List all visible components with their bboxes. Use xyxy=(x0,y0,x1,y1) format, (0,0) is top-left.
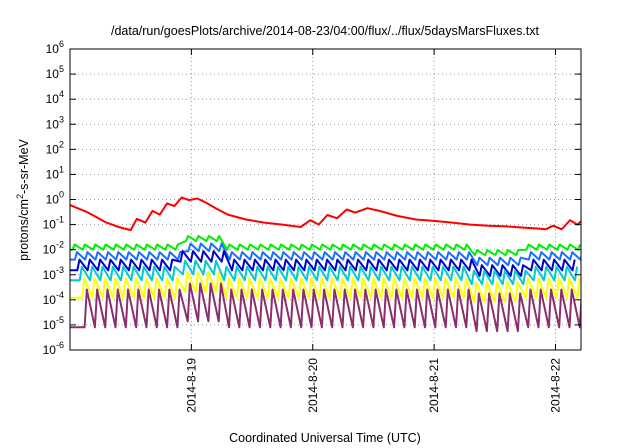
x-tick-label: 2014-8-19 xyxy=(184,358,198,413)
y-tick-label: 105 xyxy=(46,64,64,81)
y-axis-label-suffix: -s-sr-MeV xyxy=(17,138,31,194)
y-tick-label: 106 xyxy=(46,39,64,56)
series-line-5 xyxy=(70,259,579,286)
x-tick-label: 2014-8-20 xyxy=(306,358,320,413)
series-line-1 xyxy=(70,196,581,232)
plot-area xyxy=(70,196,581,333)
series-line-4 xyxy=(70,250,576,277)
y-tick-label: 10-6 xyxy=(43,340,64,357)
y-axis: 10-6 10-5 10-4 10-3 10-2 10-1 100 101 102 103 104 1… xyxy=(43,39,581,357)
y-axis-label: protons/cm2-s-sr-MeV xyxy=(15,138,31,260)
x-tick-label: 2014-8-22 xyxy=(549,358,563,413)
series-line-2 xyxy=(70,235,581,257)
y-tick-label: 102 xyxy=(46,139,64,156)
y-tick-label: 101 xyxy=(46,164,64,181)
series-line-3 xyxy=(70,242,581,267)
y-tick-label: 10-5 xyxy=(43,315,64,332)
y-tick-label: 10-3 xyxy=(43,265,64,282)
y-axis-label-prefix: protons/cm xyxy=(17,199,31,261)
y-tick-label: 10-1 xyxy=(43,215,64,232)
y-axis-label-sup: 2 xyxy=(15,194,25,199)
x-axis: 2014-8-19 2014-8-20 2014-8-21 2014-8-22 xyxy=(184,49,563,413)
series-line-7 xyxy=(70,282,581,333)
grid-lines xyxy=(70,49,581,350)
y-tick-label: 10-4 xyxy=(43,290,64,307)
y-tick-label: 100 xyxy=(46,190,64,207)
x-axis-label: Coordinated Universal Time (UTC) xyxy=(229,431,421,445)
chart-title: /data/run/goesPlots/archive/2014-08-23/0… xyxy=(111,24,540,38)
y-tick-label: 10-2 xyxy=(43,240,64,257)
series-line-6 xyxy=(70,271,581,303)
y-tick-label: 104 xyxy=(46,89,64,106)
x-tick-label: 2014-8-21 xyxy=(427,358,441,413)
y-tick-label: 103 xyxy=(46,114,64,131)
